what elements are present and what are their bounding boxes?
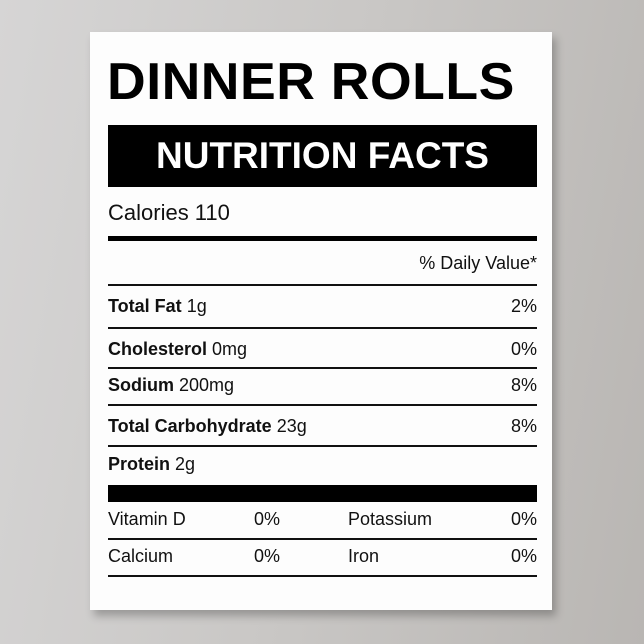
nutrient-pct: 8%	[510, 375, 537, 395]
nutrient-amount: 23g	[276, 416, 307, 436]
vitamin-pct: 0%	[510, 509, 537, 529]
divider	[108, 538, 537, 540]
page-title: DINNER ROLLS	[107, 53, 515, 111]
nutrient-amount: 0mg	[212, 339, 248, 359]
nutrient-amount: 2g	[175, 454, 196, 474]
nutrient-row: Total Fat 1g 2%	[108, 295, 537, 317]
vitamin-name: Iron	[348, 546, 380, 566]
nutrient-name: Total Carbohydrate	[108, 416, 272, 436]
vitamin-pct: 0%	[510, 546, 537, 566]
divider	[108, 327, 537, 329]
divider	[108, 367, 537, 369]
vitamin-name: Potassium	[348, 509, 433, 529]
nutrient-row: Protein 2g	[108, 453, 537, 475]
nutrient-name: Total Fat	[108, 296, 182, 316]
divider	[108, 404, 537, 406]
nutrient-name: Cholesterol	[108, 339, 208, 359]
nutrient-pct: 8%	[510, 416, 537, 436]
nutrient-name: Protein	[108, 454, 171, 474]
subtitle-banner: NUTRITION FACTS	[108, 125, 537, 187]
nutrient-row: Sodium 200mg 8%	[108, 374, 537, 396]
nutrient-amount: 1g	[186, 296, 207, 316]
vitamin-pct: 0%	[254, 509, 281, 529]
divider	[108, 445, 537, 447]
daily-value-header: % Daily Value*	[419, 253, 537, 273]
nutrient-amount: 200mg	[179, 375, 235, 395]
divider-heavy	[108, 485, 537, 502]
nutrition-poster: DINNER ROLLS NUTRITION FACTS Calories 11…	[90, 32, 552, 610]
divider-thick	[108, 236, 537, 241]
vitamin-name: Vitamin D	[108, 509, 186, 529]
nutrient-name: Sodium	[108, 375, 174, 395]
nutrient-row: Cholesterol 0mg 0%	[108, 338, 537, 360]
divider	[108, 284, 537, 286]
nutrient-row: Total Carbohydrate 23g 8%	[108, 415, 537, 437]
calories: Calories 110	[108, 200, 230, 225]
divider	[108, 575, 537, 577]
vitamin-pct: 0%	[254, 546, 281, 566]
vitamin-name: Calcium	[108, 546, 174, 566]
nutrient-pct: 2%	[510, 296, 537, 316]
nutrient-pct: 0%	[510, 339, 537, 359]
